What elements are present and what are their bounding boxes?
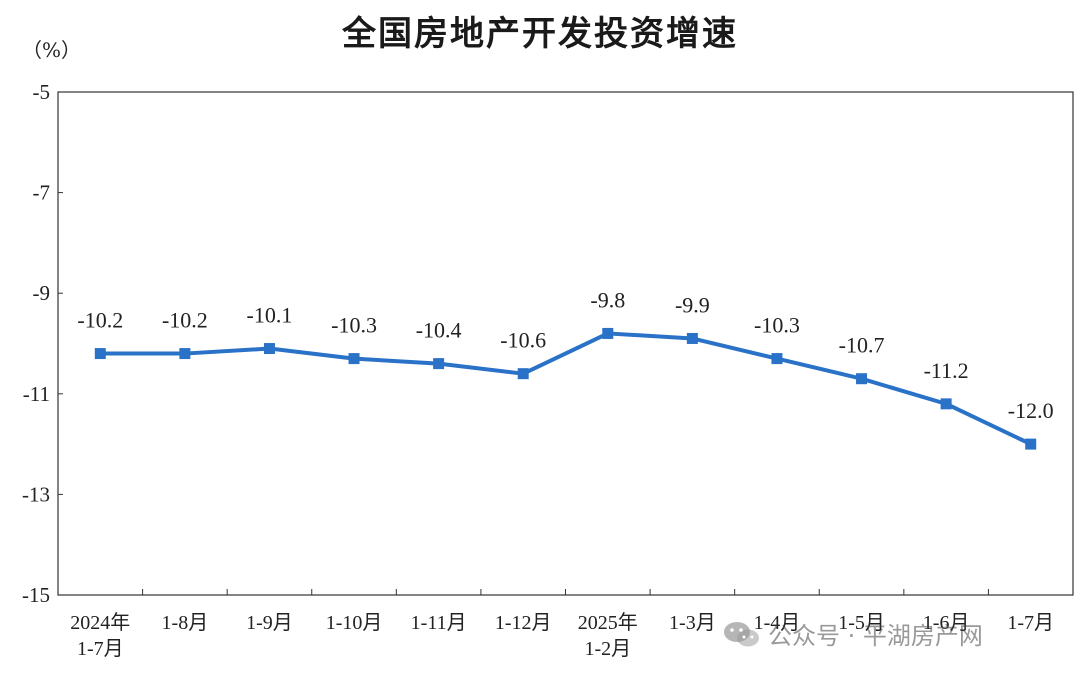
plot-frame bbox=[57, 91, 1074, 596]
x-tick-label: 1-11月 bbox=[411, 612, 467, 634]
series-investment-growth bbox=[94, 327, 1037, 450]
y-tick-label: -9 bbox=[33, 281, 51, 305]
data-label: -11.2 bbox=[924, 358, 969, 383]
x-tick-label: 1-6月 bbox=[923, 612, 970, 634]
data-point bbox=[940, 398, 952, 410]
data-label: -10.3 bbox=[331, 313, 377, 338]
data-label: -10.2 bbox=[77, 308, 123, 333]
data-label: -9.9 bbox=[675, 292, 710, 317]
y-axis-unit-label: （%） bbox=[22, 38, 82, 62]
data-point bbox=[771, 353, 783, 365]
x-tick-label: 1-9月 bbox=[246, 612, 293, 634]
data-point bbox=[1025, 438, 1037, 450]
x-tick-label: 2025年 bbox=[578, 611, 638, 634]
x-tick-label: 1-3月 bbox=[669, 612, 716, 634]
data-label: -9.8 bbox=[590, 287, 625, 312]
data-labels: -10.2 -10.2 -10.1 -10.3 -10.4 -10.6 -9.8 -9.9 -1… bbox=[77, 287, 1053, 423]
axes bbox=[57, 91, 1074, 596]
data-point bbox=[94, 348, 106, 360]
x-tick-label: 1-8月 bbox=[162, 612, 209, 634]
watermark-text: 公众号 · 平湖房产网 bbox=[768, 622, 983, 650]
data-point bbox=[517, 368, 529, 380]
x-tick-label: 1-7月 bbox=[1007, 612, 1054, 634]
chart-title: 全国房地产开发投资增速 bbox=[342, 14, 738, 54]
data-label: -10.1 bbox=[247, 303, 293, 328]
x-tick-label: 1-7月 bbox=[77, 638, 124, 660]
data-label: -10.6 bbox=[500, 328, 546, 353]
series-line bbox=[100, 331, 1032, 446]
x-tick-label: 1-5月 bbox=[838, 612, 885, 634]
y-tick-labels: -5 -7 -9 -11 -13 -15 bbox=[22, 80, 50, 607]
x-tick-label: 1-4月 bbox=[754, 612, 801, 634]
x-tick-label: 2024年 bbox=[70, 611, 130, 634]
data-label: -10.7 bbox=[839, 333, 885, 358]
data-point bbox=[602, 327, 614, 339]
data-point bbox=[433, 358, 445, 370]
wechat-icon bbox=[724, 621, 759, 646]
data-point bbox=[856, 373, 868, 385]
data-point bbox=[348, 353, 360, 365]
data-label: -10.4 bbox=[416, 318, 462, 343]
data-point bbox=[179, 348, 191, 360]
y-tick-label: -5 bbox=[33, 80, 51, 104]
data-label: -10.3 bbox=[754, 313, 800, 338]
x-tick-labels: 2024年 1-7月 1-8月 1-9月 1-10月 1-11月 1-12月 2025年 1-2… bbox=[70, 611, 1054, 660]
x-tick-label: 1-10月 bbox=[326, 612, 383, 634]
x-tick-label: 1-12月 bbox=[495, 612, 552, 634]
data-label: -10.2 bbox=[162, 308, 208, 333]
y-tick-label: -13 bbox=[22, 482, 50, 506]
y-tick-label: -11 bbox=[23, 382, 50, 406]
data-point bbox=[263, 343, 275, 355]
watermark: 公众号 · 平湖房产网 bbox=[722, 616, 983, 651]
y-tick-label: -15 bbox=[22, 583, 50, 607]
data-label: -12.0 bbox=[1008, 398, 1054, 423]
data-point bbox=[686, 332, 698, 344]
y-tick-label: -7 bbox=[33, 181, 51, 205]
x-tick-label: 1-2月 bbox=[584, 638, 631, 660]
